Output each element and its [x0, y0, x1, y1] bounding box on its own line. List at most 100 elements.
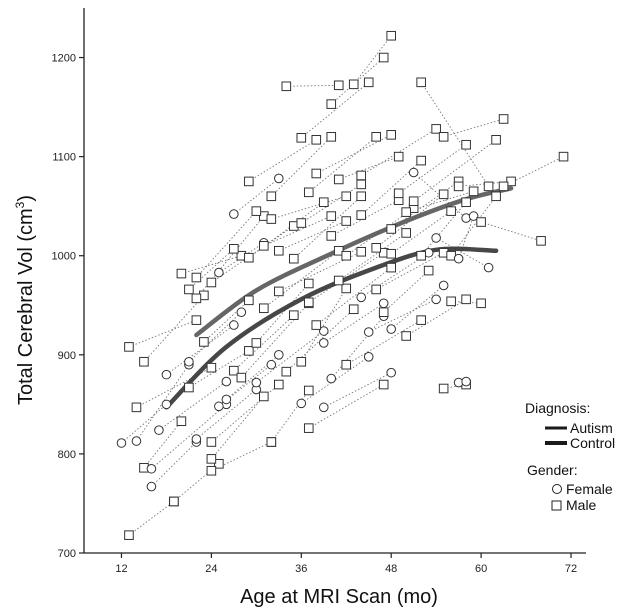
- chart-axes: [83, 8, 586, 554]
- subject-trajectory: [480, 221, 542, 242]
- male-point: [236, 372, 247, 383]
- female-point: [229, 209, 239, 219]
- male-point: [288, 310, 299, 320]
- female-point: [221, 394, 232, 405]
- female-point: [131, 436, 142, 446]
- male-point: [333, 174, 344, 185]
- male-point: [206, 277, 217, 288]
- male-point: [303, 297, 314, 308]
- subject-trajectory: [196, 215, 265, 299]
- male-point: [311, 168, 322, 179]
- legend-female-label: Female: [566, 481, 613, 497]
- female-point: [318, 402, 329, 413]
- male-point: [176, 416, 187, 427]
- y-tick-label: 1000: [52, 251, 76, 263]
- male-point: [416, 250, 426, 261]
- y-axis-title-main: Total Cerebral Vol (cm: [15, 208, 37, 405]
- subject-trajectory: [420, 201, 467, 256]
- subject-trajectory: [405, 298, 467, 337]
- subject-trajectory: [151, 404, 227, 470]
- male-point: [423, 265, 434, 276]
- female-point: [274, 350, 284, 360]
- male-point: [506, 176, 516, 187]
- male-point: [303, 278, 314, 289]
- subject-trajectory: [331, 199, 399, 237]
- male-point: [356, 170, 367, 181]
- male-point: [199, 337, 209, 347]
- male-point: [191, 315, 202, 325]
- male-point: [326, 211, 337, 221]
- male-point: [491, 191, 501, 202]
- female-point: [214, 401, 224, 412]
- male-point: [288, 253, 299, 264]
- male-point: [259, 303, 269, 314]
- y-tick-label: 900: [58, 350, 76, 362]
- subject-trajectory: [443, 118, 504, 138]
- male-point: [386, 262, 396, 273]
- male-point: [341, 216, 352, 226]
- male-point: [206, 465, 217, 476]
- male-point: [356, 179, 367, 190]
- female-point: [161, 399, 172, 410]
- male-point: [303, 423, 314, 433]
- y-axis-title-close: ): [15, 195, 37, 202]
- male-point: [401, 207, 411, 217]
- legend: Diagnosis: Autism Control Gender: Female…: [525, 400, 615, 513]
- subject-trajectory: [301, 81, 369, 139]
- subject-trajectory: [248, 139, 317, 182]
- male-point: [558, 151, 569, 162]
- x-tick-label: 36: [295, 563, 307, 575]
- legend-male-label: Male: [566, 497, 597, 513]
- x-tick-label: 24: [205, 563, 217, 575]
- male-point: [274, 379, 284, 390]
- female-point: [184, 356, 194, 367]
- fit-curves: [164, 186, 514, 410]
- subject-trajectory: [383, 270, 430, 313]
- legend-diagnosis-title: Diagnosis:: [525, 400, 590, 416]
- male-point: [296, 218, 307, 228]
- male-point: [483, 181, 494, 192]
- y-axis-title: Total Cerebral Vol (cm3): [13, 195, 37, 405]
- subject-trajectory: [308, 384, 384, 429]
- subject-trajectory: [188, 350, 250, 388]
- female-point: [266, 359, 277, 370]
- subject-trajectory: [240, 302, 310, 378]
- male-point: [266, 437, 277, 447]
- subject-trajectory: [413, 172, 467, 219]
- male-point: [326, 132, 337, 142]
- x-axis-ticks: 12 24 36 48 60 72: [115, 553, 577, 575]
- male-point: [266, 191, 277, 202]
- x-axis-title: Age at MRI Scan (mo): [240, 586, 438, 608]
- subject-trajectory: [211, 396, 265, 460]
- subject-trajectory: [338, 156, 399, 180]
- subject-trajectory: [286, 84, 339, 87]
- x-tick-label: 60: [475, 563, 487, 575]
- subject-trajectory: [128, 319, 197, 348]
- male-point: [348, 79, 359, 90]
- female-point: [214, 267, 224, 278]
- subject-trajectory: [300, 288, 347, 363]
- male-point: [326, 99, 337, 109]
- male-point: [326, 231, 337, 241]
- male-point: [371, 284, 382, 295]
- male-point: [341, 250, 352, 261]
- female-point: [483, 262, 494, 273]
- male-point: [206, 454, 217, 464]
- male-point: [251, 338, 262, 348]
- legend-male-marker: [551, 500, 562, 511]
- male-point: [378, 307, 389, 318]
- male-point: [476, 298, 486, 309]
- female-point: [386, 367, 396, 378]
- male-point: [476, 217, 486, 227]
- subject-trajectory: [270, 390, 310, 443]
- female-point: [318, 338, 329, 348]
- male-point: [401, 228, 411, 238]
- female-point: [453, 253, 464, 264]
- male-point: [461, 197, 471, 208]
- female-point: [154, 425, 164, 435]
- subject-trajectory: [270, 136, 332, 197]
- male-point: [356, 210, 367, 220]
- female-point: [438, 280, 449, 291]
- male-point: [386, 224, 396, 234]
- male-point: [259, 391, 269, 402]
